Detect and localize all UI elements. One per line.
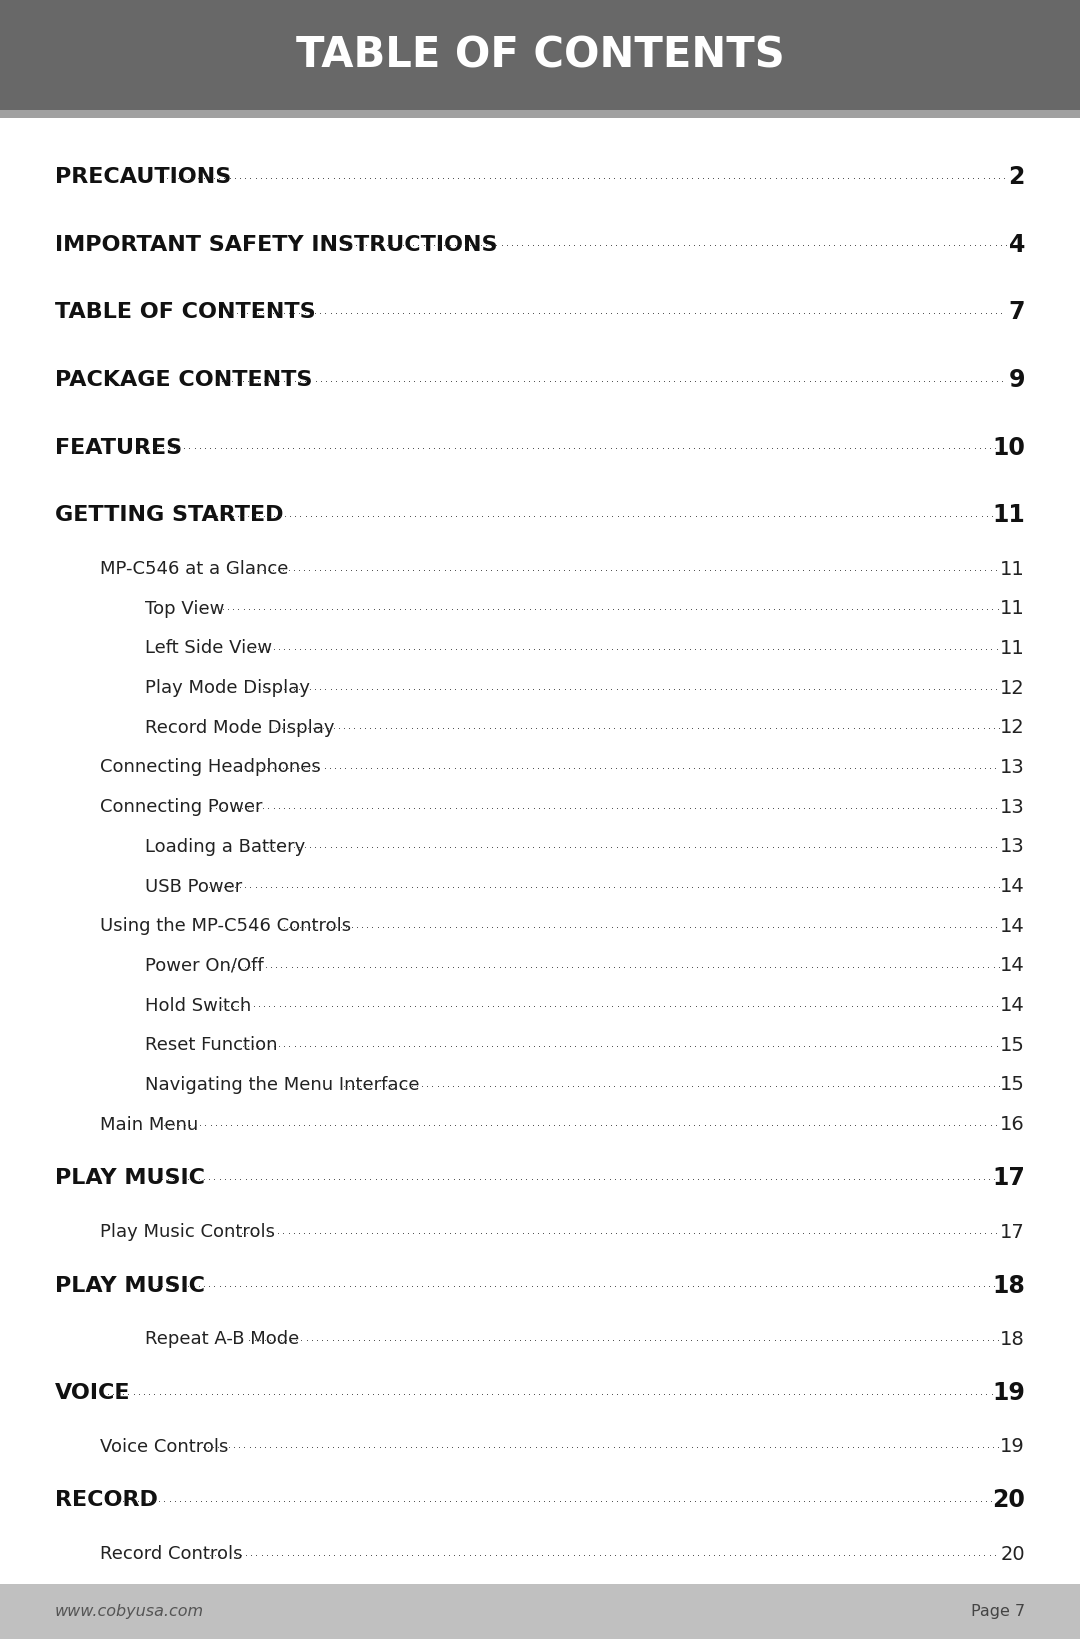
Text: Top View: Top View — [145, 600, 225, 618]
Text: Record Controls: Record Controls — [100, 1546, 243, 1564]
Text: IMPORTANT SAFETY INSTRUCTIONS: IMPORTANT SAFETY INSTRUCTIONS — [55, 234, 498, 254]
Text: MP-C546 at a Glance: MP-C546 at a Glance — [100, 561, 288, 579]
Text: 11: 11 — [1000, 639, 1025, 657]
Text: www.cobyusa.com: www.cobyusa.com — [55, 1605, 204, 1619]
Text: 7: 7 — [1009, 300, 1025, 325]
Text: TABLE OF CONTENTS: TABLE OF CONTENTS — [296, 34, 784, 75]
Text: Reset Function: Reset Function — [145, 1036, 278, 1054]
Text: GETTING STARTED: GETTING STARTED — [55, 505, 283, 526]
Text: 13: 13 — [1000, 757, 1025, 777]
Text: Connecting Power: Connecting Power — [100, 798, 262, 816]
Text: Connecting Headphones: Connecting Headphones — [100, 759, 326, 777]
Text: 11: 11 — [1000, 600, 1025, 618]
Text: Play Music Controls: Play Music Controls — [100, 1223, 275, 1241]
Text: Left Side View: Left Side View — [145, 639, 272, 657]
Text: PACKAGE CONTENTS: PACKAGE CONTENTS — [55, 370, 312, 390]
Text: 19: 19 — [993, 1382, 1025, 1405]
Bar — [0, 0, 1080, 110]
Text: USB Power: USB Power — [145, 877, 242, 895]
Text: PLAY MUSIC: PLAY MUSIC — [55, 1169, 205, 1188]
Text: 11: 11 — [993, 503, 1025, 528]
Text: RECORD: RECORD — [55, 1490, 158, 1511]
Bar — [0, 110, 1080, 118]
Text: Main Menu: Main Menu — [100, 1116, 199, 1134]
Text: 14: 14 — [1000, 916, 1025, 936]
Text: PRECAUTIONS: PRECAUTIONS — [55, 167, 231, 187]
Text: 14: 14 — [1000, 997, 1025, 1015]
Text: 16: 16 — [1000, 1115, 1025, 1134]
Text: 14: 14 — [1000, 957, 1025, 975]
Text: 14: 14 — [1000, 877, 1025, 897]
Text: 12: 12 — [1000, 718, 1025, 738]
Text: 19: 19 — [1000, 1437, 1025, 1457]
Text: Play Mode Display: Play Mode Display — [145, 679, 310, 697]
Text: Navigating the Menu Interface: Navigating the Menu Interface — [145, 1075, 419, 1093]
Text: Voice Controls: Voice Controls — [100, 1437, 228, 1455]
Text: 10: 10 — [993, 436, 1025, 459]
Text: 20: 20 — [1000, 1544, 1025, 1564]
Text: TABLE OF CONTENTS: TABLE OF CONTENTS — [55, 302, 315, 323]
Text: 15: 15 — [1000, 1075, 1025, 1095]
Text: Power On/Off: Power On/Off — [145, 957, 264, 975]
Text: PLAY MUSIC: PLAY MUSIC — [55, 1275, 205, 1296]
Text: 2: 2 — [1009, 166, 1025, 188]
Text: 11: 11 — [1000, 559, 1025, 579]
Text: 13: 13 — [1000, 838, 1025, 856]
Text: 9: 9 — [1009, 367, 1025, 392]
Text: VOICE: VOICE — [55, 1383, 131, 1403]
Text: 15: 15 — [1000, 1036, 1025, 1056]
Text: 4: 4 — [1009, 233, 1025, 257]
Text: Page 7: Page 7 — [971, 1605, 1025, 1619]
Text: 20: 20 — [993, 1488, 1025, 1513]
Text: Loading a Battery: Loading a Battery — [145, 838, 306, 856]
Text: 18: 18 — [1000, 1329, 1025, 1349]
Bar — [0, 1583, 1080, 1639]
Text: 18: 18 — [993, 1274, 1025, 1298]
Text: 13: 13 — [1000, 798, 1025, 816]
Text: Hold Switch: Hold Switch — [145, 997, 252, 1015]
Text: 17: 17 — [993, 1167, 1025, 1190]
Text: FEATURES: FEATURES — [55, 438, 183, 457]
Text: Using the MP-C546 Controls: Using the MP-C546 Controls — [100, 918, 351, 936]
Text: 17: 17 — [1000, 1223, 1025, 1241]
Text: Repeat A-B Mode: Repeat A-B Mode — [145, 1331, 299, 1349]
Text: 12: 12 — [1000, 679, 1025, 698]
Text: Record Mode Display: Record Mode Display — [145, 720, 335, 738]
